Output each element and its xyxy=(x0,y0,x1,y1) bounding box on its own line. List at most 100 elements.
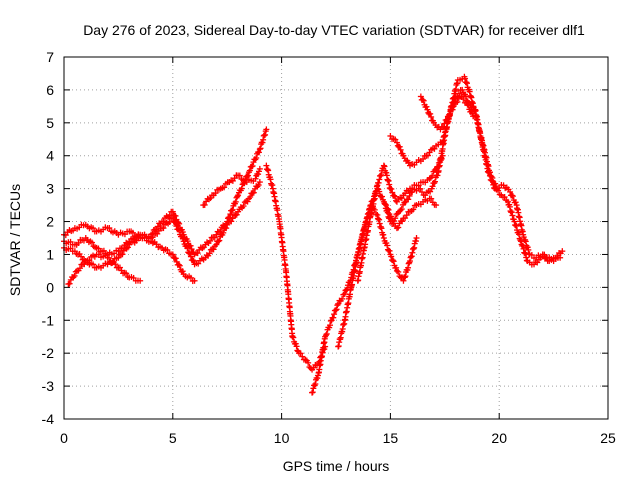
data-point-fill xyxy=(255,171,262,178)
data-point xyxy=(478,139,485,146)
data-point-fill xyxy=(253,154,260,161)
data-point xyxy=(289,333,296,340)
data-point-fill xyxy=(175,226,182,233)
series-track-i xyxy=(355,155,445,284)
data-point xyxy=(224,221,231,228)
data-point xyxy=(389,218,396,225)
y-tick-label: 1 xyxy=(46,246,54,262)
data-point xyxy=(472,106,479,113)
data-point xyxy=(393,139,400,146)
series-track-d xyxy=(63,234,196,285)
data-points xyxy=(61,73,566,396)
data-point-fill xyxy=(331,311,338,318)
data-point xyxy=(269,185,276,192)
data-point xyxy=(430,119,437,126)
data-point-fill xyxy=(486,169,493,176)
data-point-fill xyxy=(188,246,195,253)
data-point-fill xyxy=(240,203,247,210)
data-point xyxy=(202,241,209,248)
data-point-fill xyxy=(314,375,321,382)
data-point-fill xyxy=(397,146,404,153)
data-point-fill xyxy=(454,98,461,105)
data-point xyxy=(409,188,416,195)
data-point xyxy=(93,228,100,235)
data-point-fill xyxy=(410,206,417,213)
data-point xyxy=(282,267,289,274)
data-point-fill xyxy=(327,317,334,324)
data-point xyxy=(296,350,303,357)
data-point-fill xyxy=(524,244,531,251)
data-point-fill xyxy=(262,131,269,138)
data-point xyxy=(507,188,514,195)
data-point-fill xyxy=(176,227,183,234)
y-tick-label: 7 xyxy=(46,49,54,65)
data-point-fill xyxy=(305,359,312,366)
data-point xyxy=(517,238,524,245)
data-point-fill xyxy=(507,208,514,215)
data-point-fill xyxy=(257,145,264,152)
data-point xyxy=(406,185,413,192)
data-point-fill xyxy=(490,181,497,188)
data-point-fill xyxy=(312,380,319,387)
data-point-fill xyxy=(508,192,515,199)
data-point xyxy=(71,225,78,232)
data-point xyxy=(396,208,403,215)
data-point-fill xyxy=(522,250,529,257)
data-point xyxy=(413,202,420,209)
data-point-fill xyxy=(194,250,201,257)
data-point-fill xyxy=(432,178,439,185)
data-point xyxy=(437,126,444,133)
y-tick-label: -1 xyxy=(42,312,55,328)
data-point xyxy=(115,248,122,255)
data-point xyxy=(82,221,89,228)
data-point-fill xyxy=(441,120,448,127)
data-point xyxy=(544,254,551,261)
data-point xyxy=(115,231,122,238)
data-point xyxy=(137,277,144,284)
data-point-fill xyxy=(244,198,251,205)
data-point-fill xyxy=(212,190,219,197)
data-point-fill xyxy=(523,254,530,261)
data-point-fill xyxy=(172,219,179,226)
data-point-fill xyxy=(90,225,97,232)
data-point-fill xyxy=(333,306,340,313)
data-point xyxy=(524,258,531,265)
x-tick-label: 15 xyxy=(383,430,399,446)
data-point xyxy=(302,356,309,363)
data-point-fill xyxy=(221,184,228,191)
data-point xyxy=(413,235,420,241)
data-point-fill xyxy=(509,212,516,219)
data-point xyxy=(511,218,518,225)
data-point-fill xyxy=(88,239,95,246)
x-axis-title: GPS time / hours xyxy=(283,458,390,474)
data-point-fill xyxy=(332,307,339,314)
data-point-fill xyxy=(210,246,217,253)
data-point xyxy=(361,225,368,232)
data-point xyxy=(367,211,374,218)
data-point-fill xyxy=(90,261,97,268)
data-point-fill xyxy=(420,97,427,104)
data-point xyxy=(400,152,407,159)
y-tick-label: -4 xyxy=(42,411,55,427)
data-point-fill xyxy=(446,111,453,118)
y-tick-label: 4 xyxy=(46,148,54,164)
data-point-fill xyxy=(327,322,334,329)
data-point xyxy=(226,179,233,186)
data-point-fill xyxy=(401,199,408,206)
data-point-fill xyxy=(519,242,526,249)
data-point-fill xyxy=(71,272,78,279)
data-point xyxy=(420,179,427,186)
data-point-fill xyxy=(206,250,213,257)
data-point xyxy=(420,198,427,205)
data-point xyxy=(245,169,252,176)
data-point-fill xyxy=(175,261,182,268)
data-point-fill xyxy=(486,172,493,179)
data-point-fill xyxy=(427,110,434,117)
data-point xyxy=(426,149,433,156)
data-point-fill xyxy=(249,162,256,169)
data-point xyxy=(256,165,263,172)
data-point xyxy=(450,103,457,110)
data-point xyxy=(387,251,394,258)
data-point xyxy=(393,198,400,205)
data-point xyxy=(400,277,407,284)
